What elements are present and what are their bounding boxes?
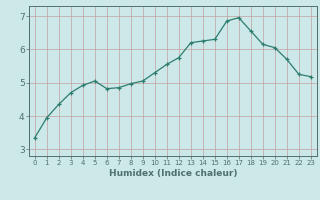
X-axis label: Humidex (Indice chaleur): Humidex (Indice chaleur) [108,169,237,178]
